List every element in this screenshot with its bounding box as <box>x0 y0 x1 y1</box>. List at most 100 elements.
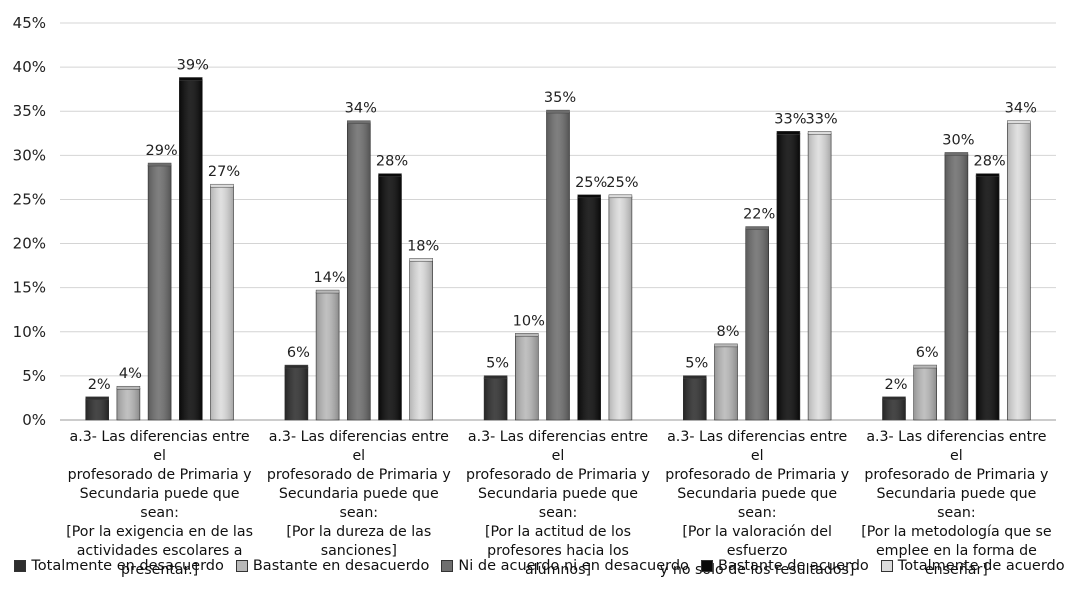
data-label: 8% <box>716 324 739 340</box>
legend-swatch <box>700 560 713 572</box>
legend-item: Totalmente en desacuerdo <box>14 558 224 574</box>
legend-item: Bastante en desacuerdo <box>235 558 430 574</box>
bar-top <box>882 396 906 401</box>
category-label-line: actividades escolares a <box>76 543 243 559</box>
bar-shading <box>608 196 632 420</box>
category-label: a.3- Las diferencias entre el profesorado… <box>659 428 855 580</box>
category-label-line: [Por la actitud de los <box>484 524 632 540</box>
bar-top <box>745 226 769 230</box>
category-label-line: profesorado de Primaria y <box>67 467 252 483</box>
category-label: a.3- Las diferencias entre el profesorado… <box>858 428 1054 580</box>
legend-item: Bastante de acuerdo <box>700 558 869 574</box>
data-label: 34% <box>1005 101 1037 117</box>
bar-top <box>807 131 832 135</box>
data-label: 2% <box>88 377 111 393</box>
legend-label: Bastante en desacuerdo <box>252 558 430 574</box>
data-label: 35% <box>544 90 576 106</box>
category-label-line: Secundaria puede que sean: <box>79 486 240 521</box>
bar-top <box>147 162 172 167</box>
bar-top <box>85 396 109 401</box>
bar-shading <box>546 112 570 421</box>
data-label: 39% <box>177 57 209 73</box>
bar-top <box>284 364 309 369</box>
category-label-line: profesorado de Primaria y <box>665 467 850 483</box>
data-label: 29% <box>145 143 177 159</box>
data-label: 5% <box>685 356 708 372</box>
legend: Totalmente en desacuerdo Bastante en desa… <box>0 558 1079 574</box>
category-label-line: enseñar] <box>924 562 988 578</box>
data-label: 10% <box>513 313 545 329</box>
bar-shading <box>808 133 832 420</box>
data-label: 33% <box>805 111 837 127</box>
category-label-line: profesorado de Primaria y <box>466 467 650 483</box>
data-label: 4% <box>119 366 142 382</box>
category-label: a.3- Las diferencias entre el profesorado… <box>62 428 258 580</box>
bar-top <box>975 173 1000 177</box>
bar-top <box>515 333 539 337</box>
data-label: 34% <box>345 101 377 117</box>
category-label-line: a.3- Las diferencias entre el <box>268 429 449 464</box>
category-label-line: [Por la exigencia en de las <box>66 524 253 540</box>
legend-swatch <box>235 560 248 572</box>
y-tick-label: 15% <box>13 279 46 297</box>
legend-label: Ni de acuerdo ni en desacuerdo <box>458 558 689 574</box>
category-label-line: presentar.] <box>120 562 199 578</box>
y-tick-label: 25% <box>13 190 46 208</box>
bar-shading <box>284 367 308 420</box>
bars <box>85 77 1031 421</box>
data-label: 28% <box>376 154 408 170</box>
bar-shading <box>409 260 433 420</box>
bar-shading <box>882 398 906 420</box>
legend-label: Bastante de acuerdo <box>717 558 869 574</box>
category-label-line: profesores hacia los alumnos] <box>487 543 629 578</box>
y-tick-label: 10% <box>13 323 46 341</box>
bar-shading <box>577 196 601 420</box>
category-label-line: [Por la dureza de las <box>286 524 432 540</box>
bar-top <box>577 194 601 199</box>
data-label: 33% <box>774 111 806 127</box>
category-label-line: Secundaria puede que sean: <box>278 486 439 521</box>
category-label-line: emplee en la forma de <box>875 543 1037 559</box>
bar-top <box>608 194 633 199</box>
bar-shading <box>515 335 539 420</box>
y-axis-ticks: 0% 5% 10% 15% 20% 25% 30% 35% 40% 45% <box>13 14 46 429</box>
y-tick-label: 0% <box>22 411 46 429</box>
bar-shading <box>148 165 172 420</box>
category-label-line: a.3- Las diferencias entre el <box>467 429 649 464</box>
data-label: 28% <box>973 154 1005 170</box>
bar-shading <box>210 186 234 420</box>
legend-swatch <box>14 560 27 572</box>
bar-shading <box>714 345 738 420</box>
bar-shading <box>683 377 707 420</box>
bar-top <box>1007 120 1031 124</box>
bar-top <box>210 183 234 188</box>
y-tick-label: 5% <box>22 367 46 385</box>
category-label: a.3- Las diferencias entre el profesorado… <box>261 428 457 561</box>
legend-label: Totalmente en desacuerdo <box>31 558 224 574</box>
data-label: 18% <box>407 238 439 254</box>
y-tick-label: 30% <box>13 146 46 164</box>
bar-top <box>683 375 707 379</box>
y-tick-label: 45% <box>13 14 46 32</box>
category-label-line: [Por la valoración del esfuerzo <box>682 524 832 559</box>
data-label: 25% <box>575 175 607 191</box>
bar-top <box>409 258 433 262</box>
y-tick-label: 20% <box>13 235 46 253</box>
category-label-line: sanciones] <box>320 543 397 559</box>
legend-label: Totalmente de acuerdo <box>897 558 1065 574</box>
bar-shading <box>944 154 968 420</box>
data-label: 6% <box>287 345 310 361</box>
data-label: 25% <box>606 175 638 191</box>
bar-shading <box>1007 122 1031 421</box>
category-label-line: a.3- Las diferencias entre el <box>69 429 250 464</box>
bar-shading <box>745 228 769 420</box>
data-labels: 2% 4% 29% 39% 27% 6% 14% 34% 28% 18% 5% 10% 35% 25%25… <box>88 57 1037 392</box>
bar-shading <box>484 377 508 420</box>
legend-swatch <box>880 560 893 572</box>
bar-top <box>913 364 937 369</box>
y-tick-label: 35% <box>13 102 46 120</box>
bar-shading <box>85 398 109 420</box>
bar-top <box>179 77 203 81</box>
legend-item: Totalmente de acuerdo <box>880 558 1065 574</box>
